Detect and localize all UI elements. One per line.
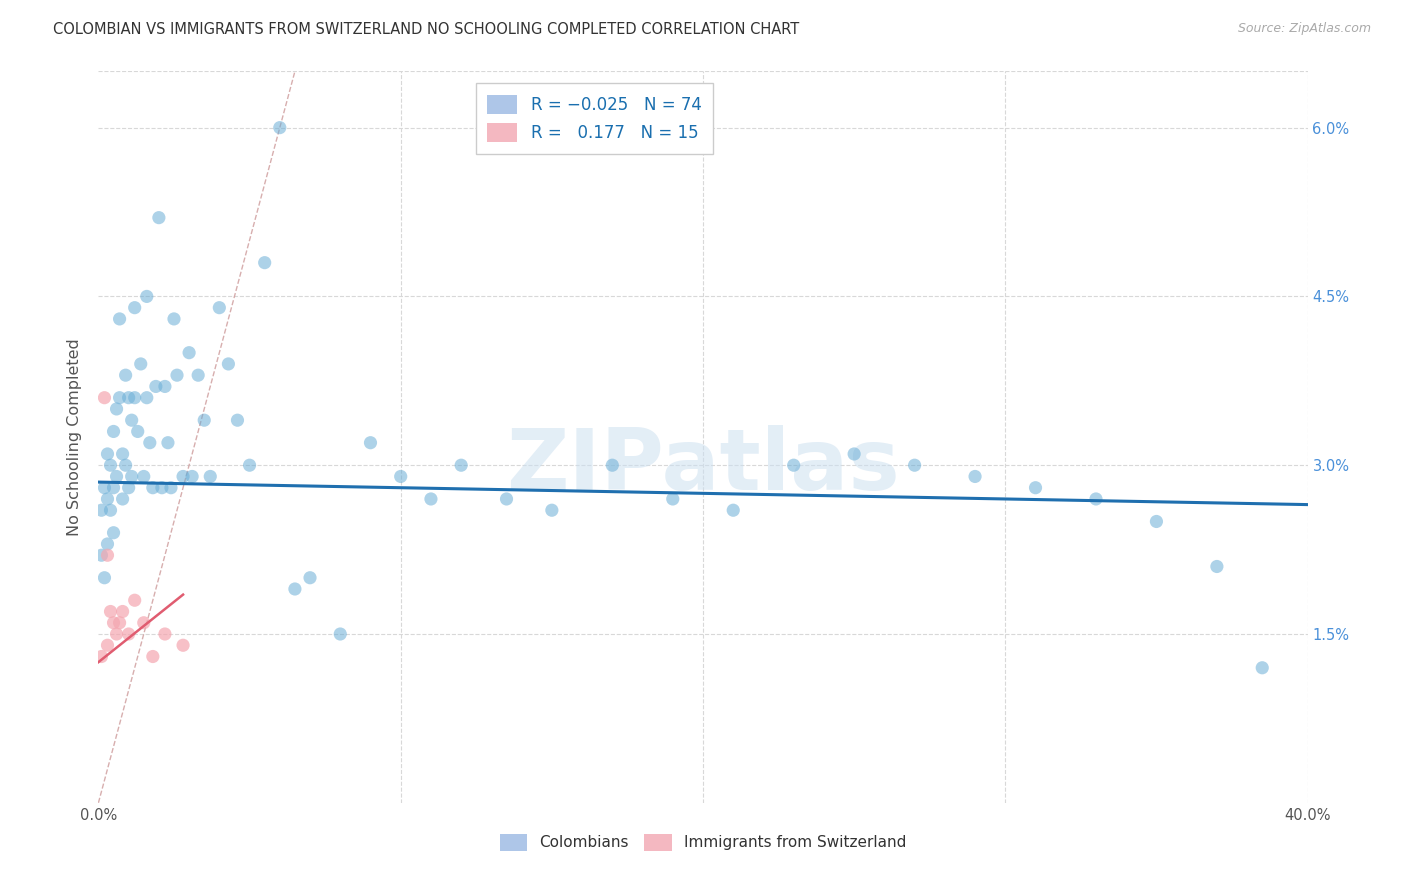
Point [844,447,866,461]
Point [127,425,149,439]
Point [389,469,412,483]
Point [217,357,239,371]
Point [1251,661,1274,675]
Point [661,491,683,506]
Point [284,582,307,596]
Y-axis label: No Schooling Completed: No Schooling Completed [67,338,83,536]
Point [124,391,146,405]
Point [145,379,167,393]
Point [111,605,134,619]
Point [124,301,146,315]
Point [450,458,472,473]
Point [172,638,194,652]
Point [118,627,141,641]
Point [108,391,131,405]
Point [226,413,249,427]
Point [111,491,134,506]
Point [160,481,183,495]
Point [1085,491,1108,506]
Point [108,615,131,630]
Point [150,481,173,495]
Text: ZIPatlas: ZIPatlas [506,425,900,508]
Legend: Colombians, Immigrants from Switzerland: Colombians, Immigrants from Switzerland [494,828,912,857]
Point [602,458,624,473]
Point [783,458,806,473]
Point [103,615,125,630]
Point [108,312,131,326]
Point [239,458,262,473]
Point [118,481,141,495]
Point [200,469,222,483]
Point [153,627,176,641]
Point [90,503,112,517]
Point [100,458,122,473]
Point [100,503,122,517]
Point [181,469,204,483]
Point [156,435,179,450]
Point [129,357,152,371]
Point [540,503,562,517]
Point [135,289,157,303]
Point [495,491,517,506]
Point [179,345,201,359]
Point [96,638,118,652]
Point [93,391,115,405]
Point [166,368,188,383]
Point [114,368,136,383]
Point [124,593,146,607]
Point [111,447,134,461]
Point [103,425,125,439]
Point [96,447,118,461]
Point [105,469,128,483]
Point [132,469,155,483]
Point [253,255,276,269]
Point [193,413,215,427]
Point [904,458,927,473]
Point [420,491,443,506]
Point [163,312,186,326]
Point [269,120,291,135]
Point [121,469,143,483]
Point [1206,559,1229,574]
Point [96,537,118,551]
Point [93,571,115,585]
Point [105,627,128,641]
Point [135,391,157,405]
Point [187,368,209,383]
Point [148,211,170,225]
Point [329,627,352,641]
Point [100,605,122,619]
Point [90,548,112,562]
Point [118,391,141,405]
Point [299,571,322,585]
Point [103,525,125,540]
Point [1144,515,1167,529]
Text: COLOMBIAN VS IMMIGRANTS FROM SWITZERLAND NO SCHOOLING COMPLETED CORRELATION CHAR: COLOMBIAN VS IMMIGRANTS FROM SWITZERLAND… [53,22,800,37]
Point [96,491,118,506]
Point [153,379,176,393]
Point [1024,481,1046,495]
Text: Source: ZipAtlas.com: Source: ZipAtlas.com [1237,22,1371,36]
Point [965,469,987,483]
Point [172,469,194,483]
Point [360,435,382,450]
Point [93,481,115,495]
Point [142,649,165,664]
Point [723,503,745,517]
Point [90,649,112,664]
Point [142,481,165,495]
Point [139,435,162,450]
Point [105,401,128,416]
Point [103,481,125,495]
Point [114,458,136,473]
Point [96,548,118,562]
Point [132,615,155,630]
Point [208,301,231,315]
Point [121,413,143,427]
